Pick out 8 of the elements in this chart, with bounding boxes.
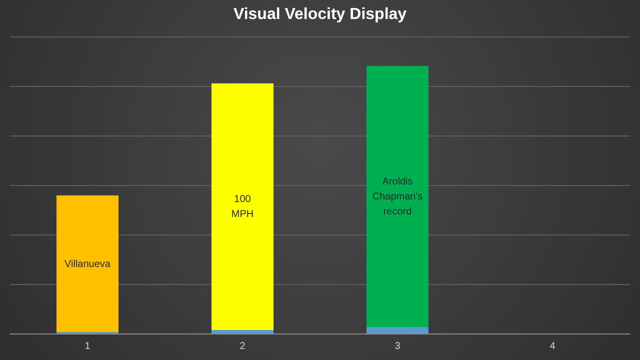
x-tick-label: 4 xyxy=(550,341,556,352)
annotation: 100 MPH xyxy=(231,194,254,220)
annotation: Aroldis Chapman's record xyxy=(372,176,423,217)
x-tick-label: 1 xyxy=(84,341,91,352)
annotation: Villanueva xyxy=(64,258,111,270)
x-tick-label: 3 xyxy=(394,341,401,352)
x-tick-label: 2 xyxy=(240,341,246,352)
chart-title: Visual Velocity Display xyxy=(232,6,408,24)
